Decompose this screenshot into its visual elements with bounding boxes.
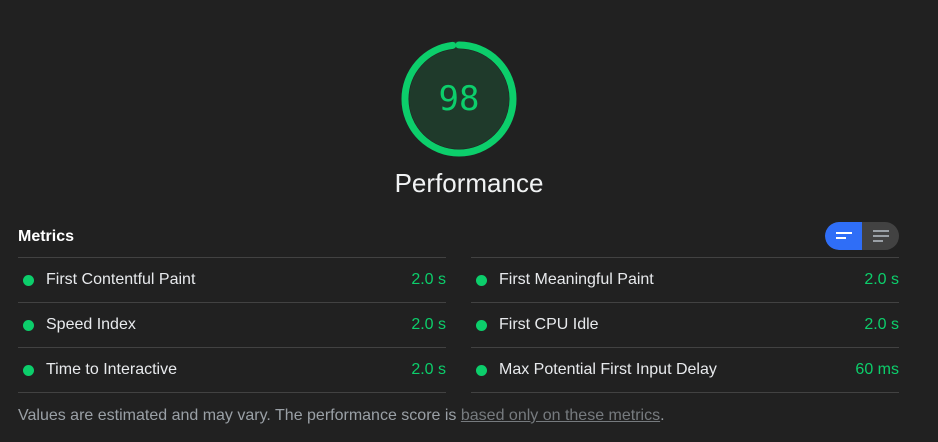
expanded-view-icon <box>835 232 852 239</box>
score-ring <box>401 41 517 157</box>
metric-name: First Contentful Paint <box>46 271 196 288</box>
expanded-view-button[interactable] <box>825 222 862 250</box>
pass-dot-icon <box>476 365 487 376</box>
performance-score-gauge: 98 <box>400 40 518 158</box>
metric-value: 2.0 s <box>864 316 899 333</box>
metric-value: 60 ms <box>855 361 899 378</box>
metric-row: First CPU Idle 2.0 s <box>471 302 899 347</box>
metric-row: Max Potential First Input Delay 60 ms <box>471 347 899 393</box>
score-label: Performance <box>394 168 544 198</box>
metric-row: First Meaningful Paint 2.0 s <box>471 257 899 302</box>
pass-dot-icon <box>476 275 487 286</box>
metric-row: Time to Interactive 2.0 s <box>18 347 446 393</box>
pass-dot-icon <box>476 320 487 331</box>
metric-value: 2.0 s <box>411 316 446 333</box>
metric-name: First Meaningful Paint <box>499 271 654 288</box>
footnote-end: . <box>660 407 665 424</box>
metrics-title: Metrics <box>18 228 75 245</box>
metric-value: 2.0 s <box>411 361 446 378</box>
metric-name: Max Potential First Input Delay <box>499 361 717 378</box>
score-value: 98 <box>438 79 480 119</box>
pass-dot-icon <box>23 365 34 376</box>
metrics-info-link[interactable]: based only on these metrics <box>460 407 661 424</box>
metrics-view-toggle[interactable] <box>825 222 899 250</box>
metrics-column-right: First Meaningful Paint 2.0 s First CPU I… <box>471 257 899 393</box>
metric-row: First Contentful Paint 2.0 s <box>18 257 446 302</box>
footnote: Values are estimated and may vary. The p… <box>18 407 665 425</box>
metrics-header: Metrics <box>18 222 899 256</box>
footnote-text: Values are estimated and may vary. The p… <box>18 407 461 424</box>
metric-name: Speed Index <box>46 316 136 333</box>
metric-name: Time to Interactive <box>46 361 178 378</box>
pass-dot-icon <box>23 275 34 286</box>
pass-dot-icon <box>23 320 34 331</box>
metric-value: 2.0 s <box>411 271 446 288</box>
list-view-icon <box>872 230 889 242</box>
metric-value: 2.0 s <box>864 271 899 288</box>
metric-name: First CPU Idle <box>499 316 599 333</box>
metrics-column-left: First Contentful Paint 2.0 s Speed Index… <box>18 257 446 393</box>
metric-row: Speed Index 2.0 s <box>18 302 446 347</box>
list-view-button[interactable] <box>862 222 899 250</box>
